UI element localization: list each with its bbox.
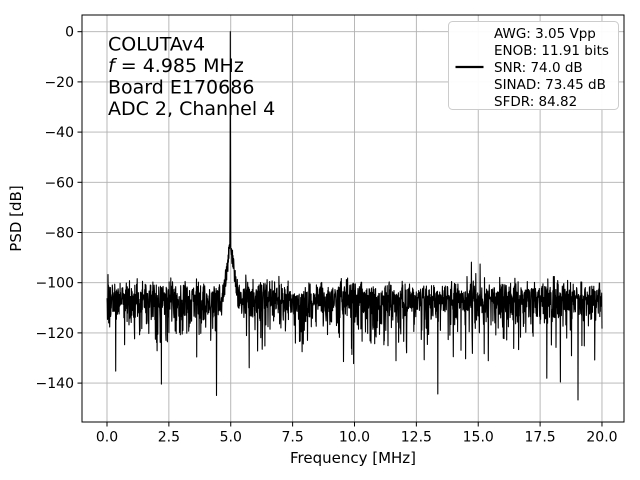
plot-border	[81, 14, 625, 423]
grid	[82, 15, 624, 422]
annotation-line: f = 4.985 MHz	[108, 55, 244, 77]
legend-entry: SINAD: 73.45 dB	[494, 77, 606, 93]
legend-entry: SFDR: 84.82	[494, 94, 577, 110]
x-tick-label: 20.0	[586, 430, 617, 446]
legend-entry: SNR: 74.0 dB	[494, 60, 583, 76]
x-tick-label: 15.0	[463, 430, 494, 446]
axis-ticks: 0.0 2.5 5.0 7.5 10.0 12.5 15.0 17.5 20.0 0 −20 −40 −…	[36, 25, 618, 446]
x-axis-label: Frequency [MHz]	[290, 449, 416, 467]
y-tick-label: 0	[65, 25, 74, 41]
y-tick-label: −60	[44, 175, 74, 191]
legend-entry: AWG: 3.05 Vpp	[494, 26, 596, 42]
annotation-line: Board E170686	[108, 77, 254, 99]
x-tick-label: 0.0	[96, 430, 118, 446]
legend-entry: ENOB: 11.91 bits	[494, 43, 609, 59]
legend-box	[448, 21, 619, 110]
y-tick-label: −140	[36, 376, 74, 392]
y-tick-label: −40	[44, 125, 74, 141]
x-tick-label: 12.5	[401, 430, 432, 446]
x-tick-label: 5.0	[220, 430, 242, 446]
x-tick-label: 17.5	[525, 430, 556, 446]
x-tick-label: 7.5	[281, 430, 303, 446]
psd-trace	[106, 31, 603, 401]
x-tick-label: 2.5	[158, 430, 180, 446]
y-tick-label: −100	[36, 276, 74, 292]
trace-layer	[106, 31, 603, 401]
y-axis-label: PSD [dB]	[7, 185, 25, 251]
x-tick-label: 10.0	[339, 430, 370, 446]
annotation-line: COLUTAv4	[108, 33, 205, 55]
y-tick-label: −20	[44, 75, 74, 91]
annotation-line: ADC 2, Channel 4	[108, 98, 275, 120]
y-tick-label: −80	[44, 225, 74, 241]
y-tick-label: −120	[36, 326, 74, 342]
